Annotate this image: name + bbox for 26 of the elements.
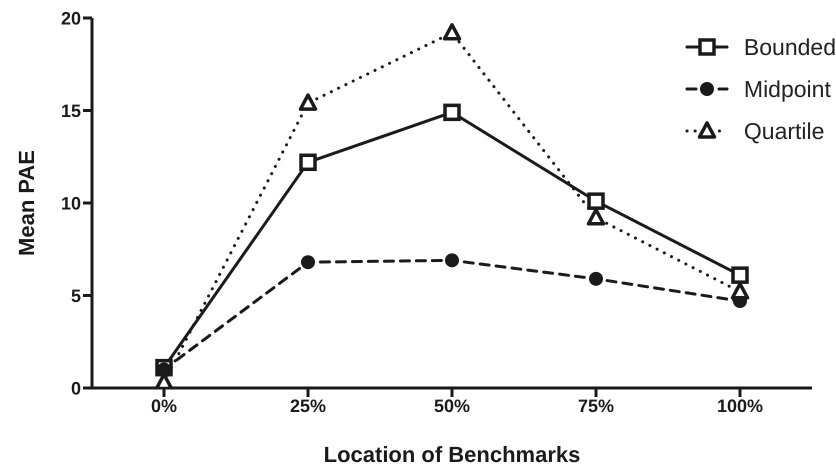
point bbox=[589, 272, 603, 286]
legend-label: Quartile bbox=[744, 118, 824, 144]
x-tick-label: 25% bbox=[290, 396, 326, 416]
y-axis-title: Mean PAE bbox=[14, 150, 39, 256]
point bbox=[587, 192, 605, 210]
point bbox=[298, 93, 318, 111]
y-tick-label: 10 bbox=[60, 193, 81, 214]
x-tick-label: 0% bbox=[150, 396, 178, 416]
y-tick-label: 0 bbox=[70, 378, 81, 398]
y-tick-label: 20 bbox=[60, 8, 81, 28]
y-tick-label: 5 bbox=[70, 286, 81, 306]
point bbox=[730, 282, 750, 300]
legend-label: Bounded bbox=[744, 34, 836, 60]
point bbox=[443, 104, 461, 122]
legend-label: Midpoint bbox=[744, 76, 831, 102]
point bbox=[301, 255, 315, 270]
x-tick-label: 75% bbox=[578, 396, 614, 416]
point bbox=[299, 154, 317, 172]
point bbox=[731, 266, 749, 284]
point bbox=[442, 23, 462, 41]
y-tick-label: 15 bbox=[60, 100, 81, 121]
point bbox=[586, 208, 606, 226]
x-tick-label: 50% bbox=[434, 396, 470, 416]
point bbox=[445, 253, 459, 268]
x-tick-label: 100% bbox=[716, 396, 764, 416]
x-axis-title: Location of Benchmarks bbox=[324, 442, 580, 467]
